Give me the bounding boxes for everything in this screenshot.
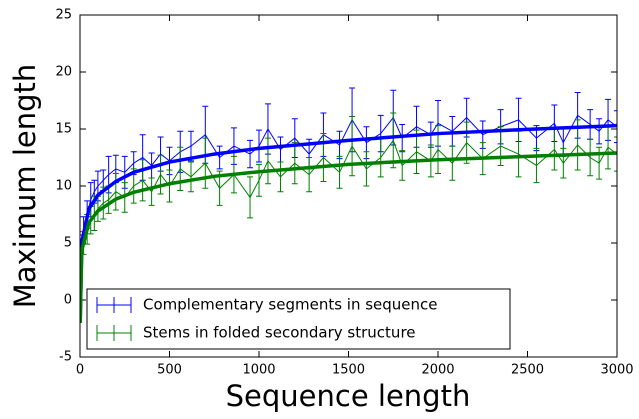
- x-tick-label: 2500: [511, 363, 544, 378]
- error-bar: [596, 118, 603, 145]
- y-tick-label: 0: [64, 293, 72, 308]
- y-tick-label: 10: [55, 179, 72, 194]
- error-bar: [587, 109, 594, 140]
- x-tick-label: 1000: [242, 363, 275, 378]
- error-bar: [551, 128, 558, 171]
- y-tick-label: 25: [55, 8, 72, 23]
- error-bar: [377, 137, 384, 178]
- x-axis-label: Sequence length: [226, 379, 471, 413]
- error-bar: [463, 121, 470, 164]
- error-bar: [130, 168, 137, 204]
- error-bar: [587, 138, 594, 177]
- error-bar: [413, 129, 420, 174]
- error-bar: [497, 126, 504, 166]
- error-bar: [336, 155, 343, 189]
- error-bar: [605, 125, 612, 170]
- error-bar: [390, 112, 397, 169]
- error-bar: [277, 161, 284, 193]
- x-tick-label: 500: [157, 363, 182, 378]
- legend-label: Complementary segments in sequence: [143, 296, 438, 314]
- error-bar: [363, 151, 370, 187]
- error-bar: [336, 130, 343, 160]
- error-bar: [202, 137, 209, 189]
- error-bar: [187, 161, 194, 193]
- error-bar: [247, 176, 254, 219]
- error-bar: [399, 150, 406, 181]
- series-line: [83, 114, 617, 227]
- error-bar: [256, 129, 262, 163]
- error-bar: [533, 147, 540, 184]
- legend-symbol: [96, 297, 132, 313]
- error-bar: [187, 130, 194, 162]
- error-bar: [166, 169, 173, 203]
- y-tick-label: 20: [55, 65, 72, 80]
- error-bar: [449, 145, 456, 181]
- error-bar: [216, 145, 223, 170]
- y-axis-label: Maximum length: [8, 64, 42, 309]
- error-bar: [247, 139, 254, 169]
- legend-box: [86, 288, 511, 350]
- error-bar: [148, 177, 155, 206]
- legend-label: Stems in folded secondary structure: [143, 324, 416, 342]
- error-bar: [139, 159, 146, 202]
- x-tick-label: 2000: [421, 363, 454, 378]
- fit-line: [80, 151, 617, 323]
- error-bar: [256, 163, 262, 197]
- x-tick-label: 3000: [600, 363, 633, 378]
- y-tick-label: -5: [59, 350, 72, 365]
- plot-area: [80, 87, 617, 323]
- error-bar: [157, 154, 164, 195]
- error-bar: [515, 130, 522, 178]
- error-bar: [291, 142, 298, 185]
- error-bar: [264, 137, 271, 185]
- y-tick-label: 15: [55, 122, 72, 137]
- x-tick-label: 1500: [332, 363, 365, 378]
- error-bar: [614, 136, 617, 172]
- error-bar: [306, 157, 313, 193]
- fit-line: [80, 123, 617, 323]
- legend-symbol: [96, 325, 132, 341]
- error-bar: [277, 136, 284, 163]
- y-tick-label: 5: [64, 236, 72, 251]
- error-bar: [349, 115, 356, 177]
- error-bar: [560, 147, 567, 179]
- error-bar: [614, 110, 617, 144]
- x-tick-label: 0: [76, 363, 84, 378]
- plot-frame: [79, 14, 618, 358]
